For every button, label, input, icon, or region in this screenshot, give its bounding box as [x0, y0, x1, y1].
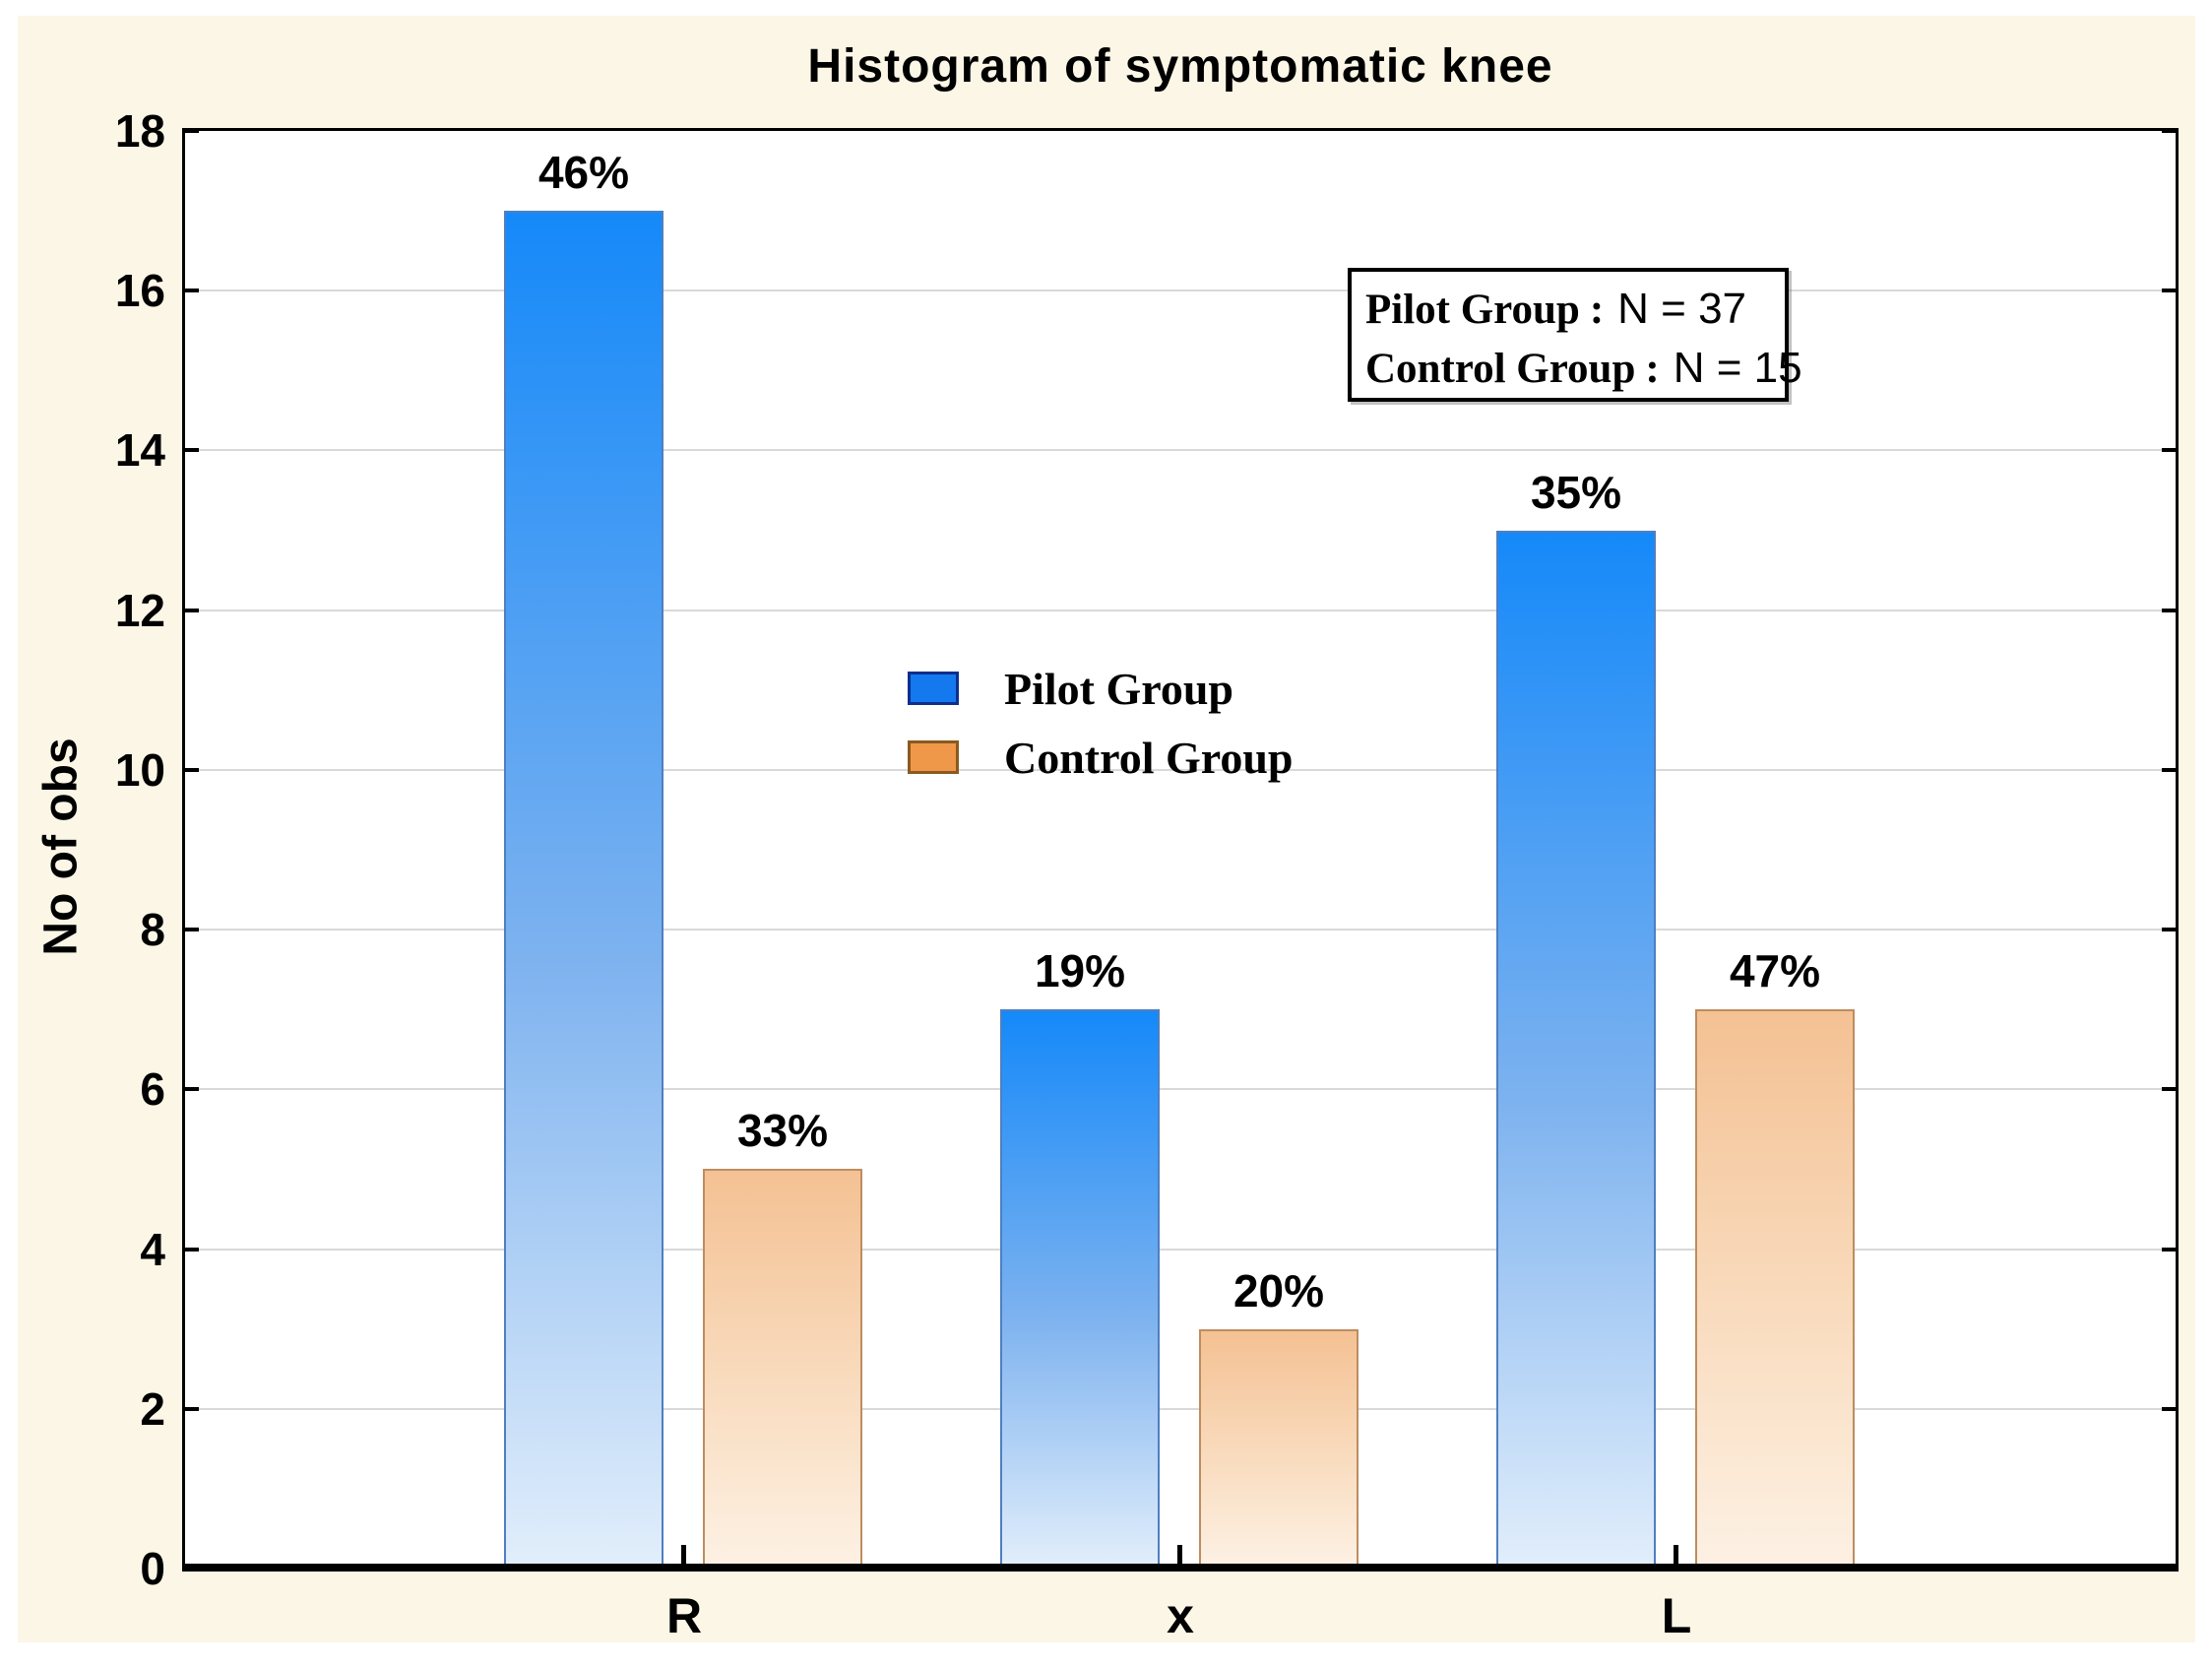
x-tick-label-R: R [665, 1588, 703, 1643]
plot-frame [182, 128, 2179, 1572]
y-tick-left-10 [185, 767, 199, 772]
gridline-2 [185, 1407, 2176, 1410]
y-tick-left-8 [185, 928, 199, 932]
y-tick-label-8: 8 [140, 904, 165, 956]
annotation-pilot-value: N = 37 [1617, 285, 1747, 333]
bar-control-L [1695, 1009, 1855, 1569]
y-tick-right-16 [2162, 289, 2176, 293]
y-tick-left-14 [185, 448, 199, 453]
gridline-16 [185, 289, 2176, 292]
y-tick-right-4 [2162, 1247, 2176, 1252]
bar-label-pilot-L: 35% [1530, 467, 1622, 518]
y-tick-right-6 [2162, 1087, 2176, 1092]
bar-control-R [703, 1169, 862, 1569]
y-tick-left-4 [185, 1247, 199, 1252]
y-tick-left-6 [185, 1087, 199, 1092]
y-tick-left-18 [185, 129, 199, 133]
bar-label-control-L: 47% [1729, 945, 1821, 996]
bar-label-control-x: 20% [1232, 1265, 1325, 1316]
y-tick-left-2 [185, 1406, 199, 1411]
x-tick-x [1177, 1545, 1182, 1569]
gridline-12 [185, 609, 2176, 611]
pilot-group-swatch [908, 672, 959, 705]
bar-pilot-L [1496, 531, 1656, 1569]
y-tick-label-12: 12 [114, 584, 165, 636]
y-tick-label-4: 4 [140, 1223, 165, 1275]
legend-label-pilot: Pilot Group [1004, 663, 1234, 714]
legend-label-control: Control Group [1004, 732, 1294, 783]
legend-item-control: Control Group [908, 733, 1294, 783]
annotation-control-value: N = 15 [1673, 344, 1802, 392]
bar-pilot-x [1000, 1009, 1160, 1569]
y-tick-right-0 [2162, 1567, 2176, 1571]
y-tick-right-12 [2162, 608, 2176, 612]
annotation-row-pilot: Pilot Group: N = 37 [1365, 280, 1785, 339]
y-tick-right-8 [2162, 928, 2176, 932]
y-tick-label-18: 18 [114, 105, 165, 157]
annotation-box: Pilot Group: N = 37 Control Group: N = 15 [1348, 268, 1802, 402]
x-tick-label-x: x [1167, 1588, 1194, 1643]
legend: Pilot Group Control Group [908, 664, 1294, 807]
y-tick-label-0: 0 [140, 1543, 165, 1594]
x-tick-L [1674, 1545, 1678, 1569]
y-tick-right-18 [2162, 129, 2176, 133]
y-tick-left-0 [185, 1567, 199, 1571]
annotation-pilot-label: Pilot Group [1365, 287, 1580, 333]
x-tick-R [681, 1545, 686, 1569]
legend-item-pilot: Pilot Group [908, 664, 1294, 714]
chart-title: Histogram of symptomatic knee [807, 40, 1553, 93]
gridline-14 [185, 449, 2176, 452]
bar-label-control-R: 33% [736, 1105, 829, 1156]
y-tick-label-2: 2 [140, 1382, 165, 1435]
annotation-control-label: Control Group [1365, 346, 1636, 392]
control-group-swatch [908, 740, 959, 774]
y-tick-right-2 [2162, 1406, 2176, 1411]
y-tick-label-14: 14 [114, 424, 165, 477]
y-tick-left-16 [185, 289, 199, 293]
annotation-pilot-colon: : [1589, 287, 1605, 333]
y-tick-label-6: 6 [140, 1063, 165, 1116]
gridline-4 [185, 1248, 2176, 1251]
x-tick-label-L: L [1661, 1588, 1692, 1643]
bar-pilot-R [504, 211, 664, 1569]
y-tick-left-12 [185, 608, 199, 612]
annotation-control-colon: : [1645, 346, 1660, 392]
gridline-6 [185, 1088, 2176, 1091]
gridline-8 [185, 929, 2176, 931]
annotation-row-control: Control Group: N = 15 [1365, 339, 1802, 398]
bar-label-pilot-R: 46% [537, 147, 630, 198]
plot-area: Pilot Group Control Group Pilot Group: N … [182, 128, 2179, 1572]
y-tick-right-14 [2162, 448, 2176, 453]
y-tick-right-10 [2162, 767, 2176, 772]
y-tick-label-16: 16 [114, 265, 165, 317]
gridline-10 [185, 768, 2176, 771]
y-tick-label-10: 10 [114, 743, 165, 796]
bar-label-pilot-x: 19% [1034, 945, 1126, 996]
bar-control-x [1199, 1329, 1359, 1569]
